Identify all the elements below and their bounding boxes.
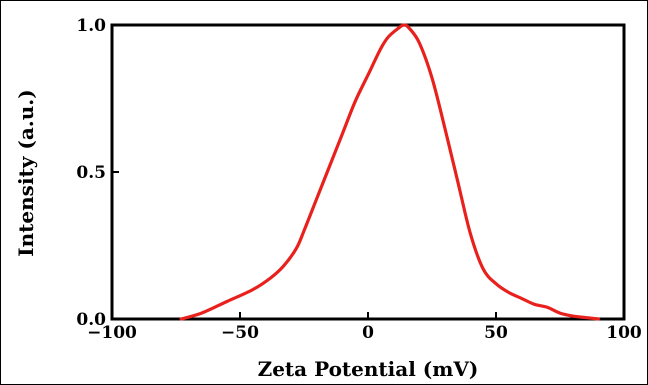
x-tick-label: 100 — [606, 323, 642, 343]
axes — [110, 23, 626, 321]
plot-area-border — [110, 23, 626, 321]
intensity-curve — [179, 23, 600, 321]
y-tick-label: 0.0 — [76, 310, 106, 330]
ticks: −100 −50 0 50 100 0.0 0.5 1.0 — [76, 16, 641, 343]
y-tick-label: 1.0 — [76, 16, 106, 36]
x-tick-label: −100 — [87, 323, 137, 343]
y-axis-label: Intensity (a.u.) — [14, 89, 38, 256]
series — [179, 23, 600, 321]
y-tick-label: 0.5 — [76, 163, 106, 183]
x-tick-label: −50 — [221, 323, 259, 343]
x-tick-label: 0 — [362, 323, 374, 343]
x-axis-label: Zeta Potential (mV) — [258, 357, 479, 381]
x-tick-label: 50 — [484, 323, 508, 343]
